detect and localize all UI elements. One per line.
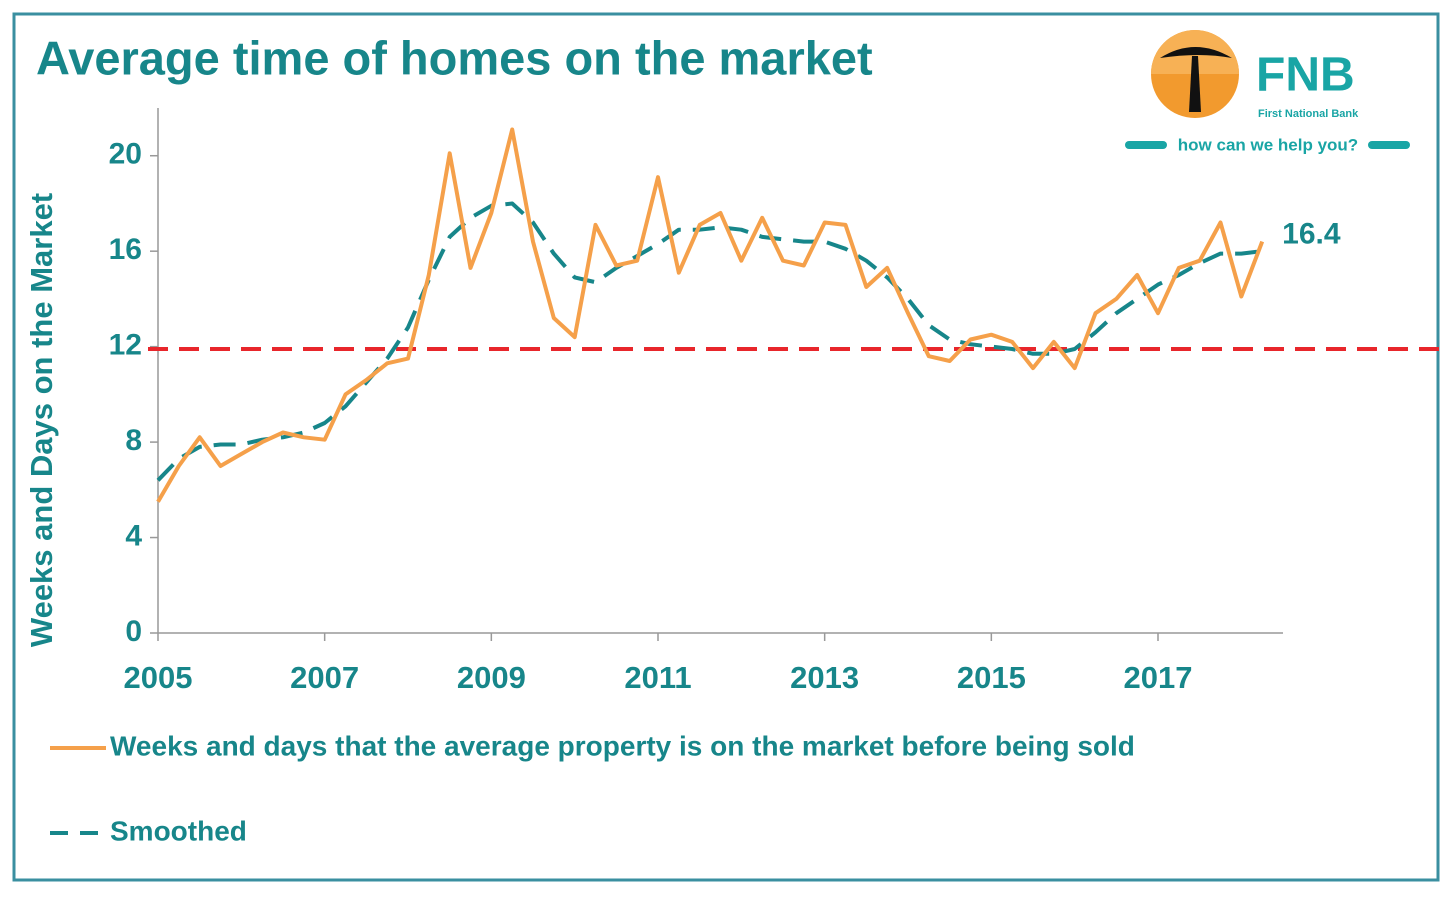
logo-tree-trunk	[1189, 56, 1201, 112]
x-tick-label: 2017	[1124, 660, 1193, 695]
logo-dash	[1368, 141, 1410, 149]
x-tick-label: 2005	[124, 660, 193, 695]
logo: FNB First National Bank how can we help …	[1125, 30, 1410, 154]
y-tick-label: 20	[109, 138, 142, 171]
y-tick-label: 12	[109, 329, 142, 362]
logo-dash	[1125, 141, 1167, 149]
logo-tree-crown	[1160, 47, 1232, 58]
y-tick-label: 8	[125, 424, 142, 457]
data-label: 16.4	[1282, 218, 1341, 251]
x-tick-label: 2015	[957, 660, 1026, 695]
y-tick-label: 0	[125, 615, 142, 648]
y-tick-label: 4	[125, 519, 142, 552]
legend-label: Weeks and days that the average property…	[110, 730, 1135, 761]
x-tick-label: 2009	[457, 660, 526, 695]
x-tick-label: 2013	[790, 660, 859, 695]
y-tick-label: 16	[109, 233, 142, 266]
series-line	[156, 201, 1263, 482]
series-line	[156, 127, 1265, 503]
x-tick-label: 2011	[624, 660, 691, 695]
x-tick-label: 2007	[290, 660, 359, 695]
logo-slogan: how can we help you?	[1178, 135, 1358, 154]
y-axis-label: Weeks and Days on the Market	[24, 193, 59, 647]
legend-label: Smoothed	[110, 815, 247, 846]
frame	[12, 12, 1440, 882]
logo-brand: FNB	[1256, 49, 1355, 102]
chart-title: Average time of homes on the market	[36, 31, 873, 84]
logo-bank: First National Bank	[1258, 108, 1359, 120]
